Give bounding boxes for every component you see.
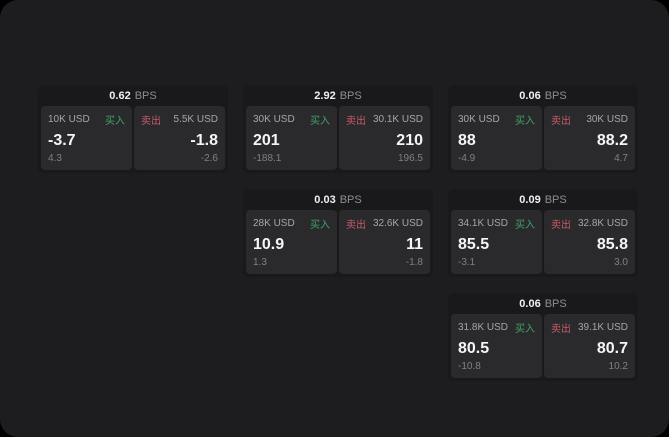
bps-value: 0.09 bbox=[519, 193, 541, 206]
quote-card-6: 0.06 BPS 31.8K USD 买入 80.5 -10.8 卖出 39.1… bbox=[448, 293, 638, 381]
sell-value: 88.2 bbox=[596, 131, 628, 149]
sell-value: 85.8 bbox=[596, 235, 628, 253]
bps-value: 2.92 bbox=[314, 89, 336, 102]
buy-amount: 31.8K USD bbox=[458, 322, 509, 333]
buy-change: 1.3 bbox=[253, 257, 267, 268]
buy-value: 85.5 bbox=[458, 235, 490, 253]
bps-value: 0.03 bbox=[314, 193, 336, 206]
bps-header: 0.06 BPS bbox=[448, 85, 638, 106]
sell-amount: 32.8K USD bbox=[577, 218, 628, 229]
sell-tile[interactable]: 卖出 30.1K USD 210 196.5 bbox=[339, 106, 430, 170]
sell-change: -2.6 bbox=[200, 153, 218, 164]
sell-label: 卖出 bbox=[141, 116, 161, 127]
quote-body: 30K USD 买入 201 -188.1 卖出 30.1K USD 210 1… bbox=[246, 106, 430, 170]
bps-unit: BPS bbox=[134, 89, 157, 102]
buy-label: 买入 bbox=[515, 220, 535, 231]
sell-label: 卖出 bbox=[551, 324, 571, 335]
buy-change: -10.8 bbox=[458, 361, 481, 372]
quote-card-2: 2.92 BPS 30K USD 买入 201 -188.1 卖出 30.1K … bbox=[243, 85, 433, 173]
buy-value: 201 bbox=[253, 131, 280, 149]
buy-change: 4.3 bbox=[48, 153, 62, 164]
sell-tile[interactable]: 卖出 39.1K USD 80.7 10.2 bbox=[544, 314, 635, 378]
buy-amount: 10K USD bbox=[48, 114, 90, 125]
bps-header: 0.03 BPS bbox=[243, 189, 433, 210]
quote-body: 31.8K USD 买入 80.5 -10.8 卖出 39.1K USD 80.… bbox=[451, 314, 635, 378]
buy-label: 买入 bbox=[515, 116, 535, 127]
bps-value: 0.62 bbox=[109, 89, 131, 102]
sell-label: 卖出 bbox=[346, 220, 366, 231]
buy-tile[interactable]: 28K USD 买入 10.9 1.3 bbox=[246, 210, 337, 274]
sell-tile[interactable]: 卖出 30K USD 88.2 4.7 bbox=[544, 106, 635, 170]
sell-label: 卖出 bbox=[346, 116, 366, 127]
quote-card-5: 0.09 BPS 34.1K USD 买入 85.5 -3.1 卖出 32.8K… bbox=[448, 189, 638, 277]
quote-body: 28K USD 买入 10.9 1.3 卖出 32.6K USD 11 -1.8 bbox=[246, 210, 430, 274]
sell-change: -1.8 bbox=[405, 257, 423, 268]
bps-header: 0.62 BPS bbox=[38, 85, 228, 106]
buy-amount: 34.1K USD bbox=[458, 218, 509, 229]
buy-amount: 30K USD bbox=[458, 114, 500, 125]
buy-change: -188.1 bbox=[253, 153, 282, 164]
buy-amount: 28K USD bbox=[253, 218, 295, 229]
quote-card-1: 0.62 BPS 10K USD 买入 -3.7 4.3 卖出 5.5K USD… bbox=[38, 85, 228, 173]
buy-tile[interactable]: 30K USD 买入 201 -188.1 bbox=[246, 106, 337, 170]
sell-change: 10.2 bbox=[608, 361, 628, 372]
bps-header: 0.09 BPS bbox=[448, 189, 638, 210]
sell-tile[interactable]: 卖出 5.5K USD -1.8 -2.6 bbox=[134, 106, 225, 170]
buy-tile[interactable]: 31.8K USD 买入 80.5 -10.8 bbox=[451, 314, 542, 378]
bps-unit: BPS bbox=[544, 89, 567, 102]
bps-value: 0.06 bbox=[519, 297, 541, 310]
buy-value: 80.5 bbox=[458, 339, 490, 357]
sell-amount: 32.6K USD bbox=[372, 218, 423, 229]
buy-tile[interactable]: 34.1K USD 买入 85.5 -3.1 bbox=[451, 210, 542, 274]
quote-card-3: 0.06 BPS 30K USD 买入 88 -4.9 卖出 30K USD 8… bbox=[448, 85, 638, 173]
quote-body: 34.1K USD 买入 85.5 -3.1 卖出 32.8K USD 85.8… bbox=[451, 210, 635, 274]
bps-unit: BPS bbox=[339, 193, 362, 206]
sell-change: 196.5 bbox=[397, 153, 423, 164]
buy-label: 买入 bbox=[310, 116, 330, 127]
sell-value: 11 bbox=[406, 235, 423, 253]
bps-unit: BPS bbox=[544, 193, 567, 206]
quote-card-4: 0.03 BPS 28K USD 买入 10.9 1.3 卖出 32.6K US… bbox=[243, 189, 433, 277]
buy-value: 10.9 bbox=[253, 235, 285, 253]
sell-value: 80.7 bbox=[596, 339, 628, 357]
bps-unit: BPS bbox=[339, 89, 362, 102]
sell-change: 3.0 bbox=[614, 257, 628, 268]
sell-label: 卖出 bbox=[551, 220, 571, 231]
buy-value: -3.7 bbox=[48, 131, 76, 149]
buy-tile[interactable]: 30K USD 买入 88 -4.9 bbox=[451, 106, 542, 170]
buy-label: 买入 bbox=[105, 116, 125, 127]
bps-value: 0.06 bbox=[519, 89, 541, 102]
sell-label: 卖出 bbox=[551, 116, 571, 127]
bps-header: 2.92 BPS bbox=[243, 85, 433, 106]
buy-amount: 30K USD bbox=[253, 114, 295, 125]
sell-change: 4.7 bbox=[614, 153, 628, 164]
buy-change: -4.9 bbox=[458, 153, 476, 164]
sell-value: 210 bbox=[396, 131, 423, 149]
quote-body: 30K USD 买入 88 -4.9 卖出 30K USD 88.2 4.7 bbox=[451, 106, 635, 170]
bps-unit: BPS bbox=[544, 297, 567, 310]
sell-amount: 39.1K USD bbox=[577, 322, 628, 333]
sell-amount: 5.5K USD bbox=[173, 114, 218, 125]
sell-amount: 30K USD bbox=[586, 114, 628, 125]
sell-tile[interactable]: 卖出 32.6K USD 11 -1.8 bbox=[339, 210, 430, 274]
sell-tile[interactable]: 卖出 32.8K USD 85.8 3.0 bbox=[544, 210, 635, 274]
sell-amount: 30.1K USD bbox=[372, 114, 423, 125]
buy-value: 88 bbox=[458, 131, 476, 149]
buy-label: 买入 bbox=[310, 220, 330, 231]
sell-value: -1.8 bbox=[190, 131, 218, 149]
buy-tile[interactable]: 10K USD 买入 -3.7 4.3 bbox=[41, 106, 132, 170]
bps-header: 0.06 BPS bbox=[448, 293, 638, 314]
quote-body: 10K USD 买入 -3.7 4.3 卖出 5.5K USD -1.8 -2.… bbox=[41, 106, 225, 170]
buy-change: -3.1 bbox=[458, 257, 476, 268]
buy-label: 买入 bbox=[515, 324, 535, 335]
